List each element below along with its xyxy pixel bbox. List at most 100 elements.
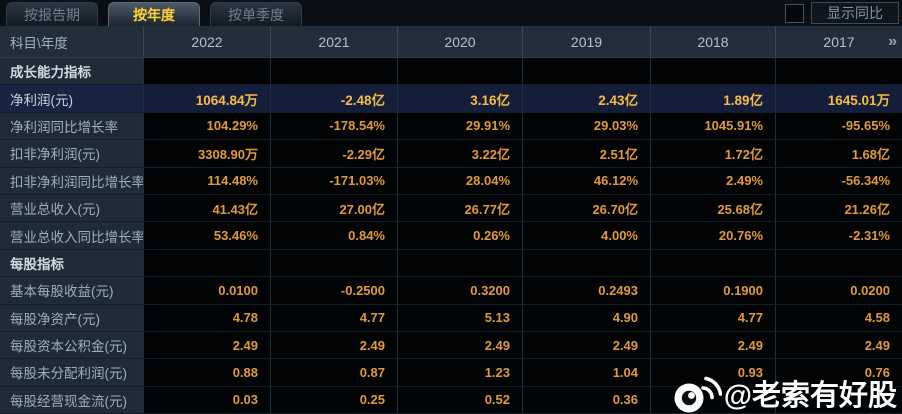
value-cell: 0.1900 [650, 277, 775, 304]
value-cell [650, 386, 775, 414]
value-cell: 1064.84万 [143, 85, 270, 112]
value-cell: 0.0100 [143, 277, 270, 304]
value-cell: 4.78 [143, 304, 270, 331]
value-cell: 0.88 [143, 359, 270, 386]
value-cell: 2.49 [143, 331, 270, 359]
value-cell: 0.84% [270, 222, 397, 249]
value-cell: 2.49 [270, 331, 397, 359]
value-cell: 0.52 [397, 386, 522, 414]
value-cell: 0.87 [270, 359, 397, 386]
value-cell [143, 58, 270, 85]
value-cell: 5.13 [397, 304, 522, 331]
value-cell: 2.49 [397, 331, 522, 359]
value-cell: 4.77 [270, 304, 397, 331]
value-cell: 46.12% [522, 167, 650, 194]
row-label: 营业总收入(元) [0, 194, 143, 222]
value-cell: 2.51亿 [522, 140, 650, 167]
value-cell [270, 58, 397, 85]
value-cell [650, 58, 775, 85]
value-cell [775, 386, 902, 414]
value-cell: 0.3200 [397, 277, 522, 304]
value-cell [397, 58, 522, 85]
row-label: 扣非净利润(元) [0, 140, 143, 167]
year-header-2018[interactable]: 2018 [650, 26, 775, 57]
corner-header-cell: 科目\年度 [10, 35, 68, 51]
value-cell: -171.03% [270, 167, 397, 194]
value-cell: 1.89亿 [650, 85, 775, 112]
row-label: 成长能力指标 [0, 58, 143, 85]
value-cell: 21.26亿 [775, 194, 902, 222]
show-yoy-checkbox[interactable] [785, 4, 804, 23]
value-cell: 4.00% [522, 222, 650, 249]
value-cell: 4.77 [650, 304, 775, 331]
tab-single-quarter[interactable]: 按单季度 [210, 2, 302, 26]
value-cell: 29.91% [397, 112, 522, 140]
tab-report-period[interactable]: 按报告期 [6, 2, 98, 26]
value-cell: 1.23 [397, 359, 522, 386]
value-cell: 29.03% [522, 112, 650, 140]
value-cell: 4.90 [522, 304, 650, 331]
row-label: 每股经营现金流(元) [0, 386, 143, 414]
value-cell: 1.68亿 [775, 140, 902, 167]
show-yoy-button[interactable]: 显示同比 [811, 2, 899, 24]
value-cell: 0.0200 [775, 277, 902, 304]
value-cell: 1045.91% [650, 112, 775, 140]
table-row: 每股净资产(元) 4.78 4.77 5.13 4.90 4.77 4.58 [0, 304, 902, 332]
value-cell: 1.04 [522, 359, 650, 386]
table-row: 扣非净利润同比增长率 114.48% -171.03% 28.04% 46.12% 2.4… [0, 167, 902, 195]
value-cell [775, 58, 902, 85]
value-cell: 3.22亿 [397, 140, 522, 167]
value-cell: 0.76 [775, 359, 902, 386]
value-cell: 2.49 [775, 331, 902, 359]
value-cell: -2.29亿 [270, 140, 397, 167]
value-cell: 0.93 [650, 359, 775, 386]
year-header-2020[interactable]: 2020 [397, 26, 522, 57]
row-label: 净利润同比增长率 [0, 112, 143, 140]
value-cell: 20.76% [650, 222, 775, 249]
table-row: 每股资本公积金(元) 2.49 2.49 2.49 2.49 2.49 2.49 [0, 331, 902, 360]
value-cell: 53.46% [143, 222, 270, 249]
value-cell: -178.54% [270, 112, 397, 140]
value-cell: 25.68亿 [650, 194, 775, 222]
table-row: 每股未分配利润(元) 0.88 0.87 1.23 1.04 0.93 0.76 [0, 359, 902, 387]
period-tabbar: 按报告期 按年度 按单季度 显示同比 [0, 0, 902, 26]
year-header-2022[interactable]: 2022 [143, 26, 270, 57]
value-cell: 104.29% [143, 112, 270, 140]
tab-annual[interactable]: 按年度 [108, 2, 200, 26]
value-cell: 4.58 [775, 304, 902, 331]
section-header-row: 每股指标 [0, 249, 902, 278]
row-label: 每股资本公积金(元) [0, 331, 143, 359]
value-cell: -2.31% [775, 222, 902, 249]
row-label: 净利润(元) [0, 85, 143, 112]
value-cell: -56.34% [775, 167, 902, 194]
value-cell: 0.25 [270, 386, 397, 414]
table-row: 扣非净利润(元) 3308.90万 -2.29亿 3.22亿 2.51亿 1.72亿 1.6… [0, 140, 902, 168]
more-years-icon[interactable]: » [888, 32, 897, 50]
value-cell: 26.77亿 [397, 194, 522, 222]
table-row: 每股经营现金流(元) 0.03 0.25 0.52 0.36 [0, 386, 902, 414]
value-cell [650, 249, 775, 277]
value-cell: 1645.01万 [775, 85, 902, 112]
table-row: 净利润同比增长率 104.29% -178.54% 29.91% 29.03% 1045.… [0, 112, 902, 141]
value-cell: 26.70亿 [522, 194, 650, 222]
value-cell [522, 249, 650, 277]
table-row: 净利润(元) 1064.84万 -2.48亿 3.16亿 2.43亿 1.89亿 1645.… [0, 85, 902, 113]
value-cell [270, 249, 397, 277]
value-cell [397, 249, 522, 277]
value-cell: 2.43亿 [522, 85, 650, 112]
year-header-2021[interactable]: 2021 [270, 26, 397, 57]
table-row: 营业总收入同比增长率 53.46% 0.84% 0.26% 4.00% 20.76% -2.… [0, 222, 902, 250]
value-cell: 2.49 [650, 331, 775, 359]
year-header-2019[interactable]: 2019 [522, 26, 650, 57]
value-cell: 0.2493 [522, 277, 650, 304]
value-cell: 27.00亿 [270, 194, 397, 222]
value-cell: 2.49 [522, 331, 650, 359]
value-cell: 28.04% [397, 167, 522, 194]
table-row: 基本每股收益(元) 0.0100 -0.2500 0.3200 0.2493 0.1900… [0, 277, 902, 305]
year-header-2017[interactable]: 2017 » [775, 26, 902, 57]
value-cell [143, 249, 270, 277]
value-cell: 1.72亿 [650, 140, 775, 167]
value-cell: 3.16亿 [397, 85, 522, 112]
value-cell: 0.36 [522, 386, 650, 414]
